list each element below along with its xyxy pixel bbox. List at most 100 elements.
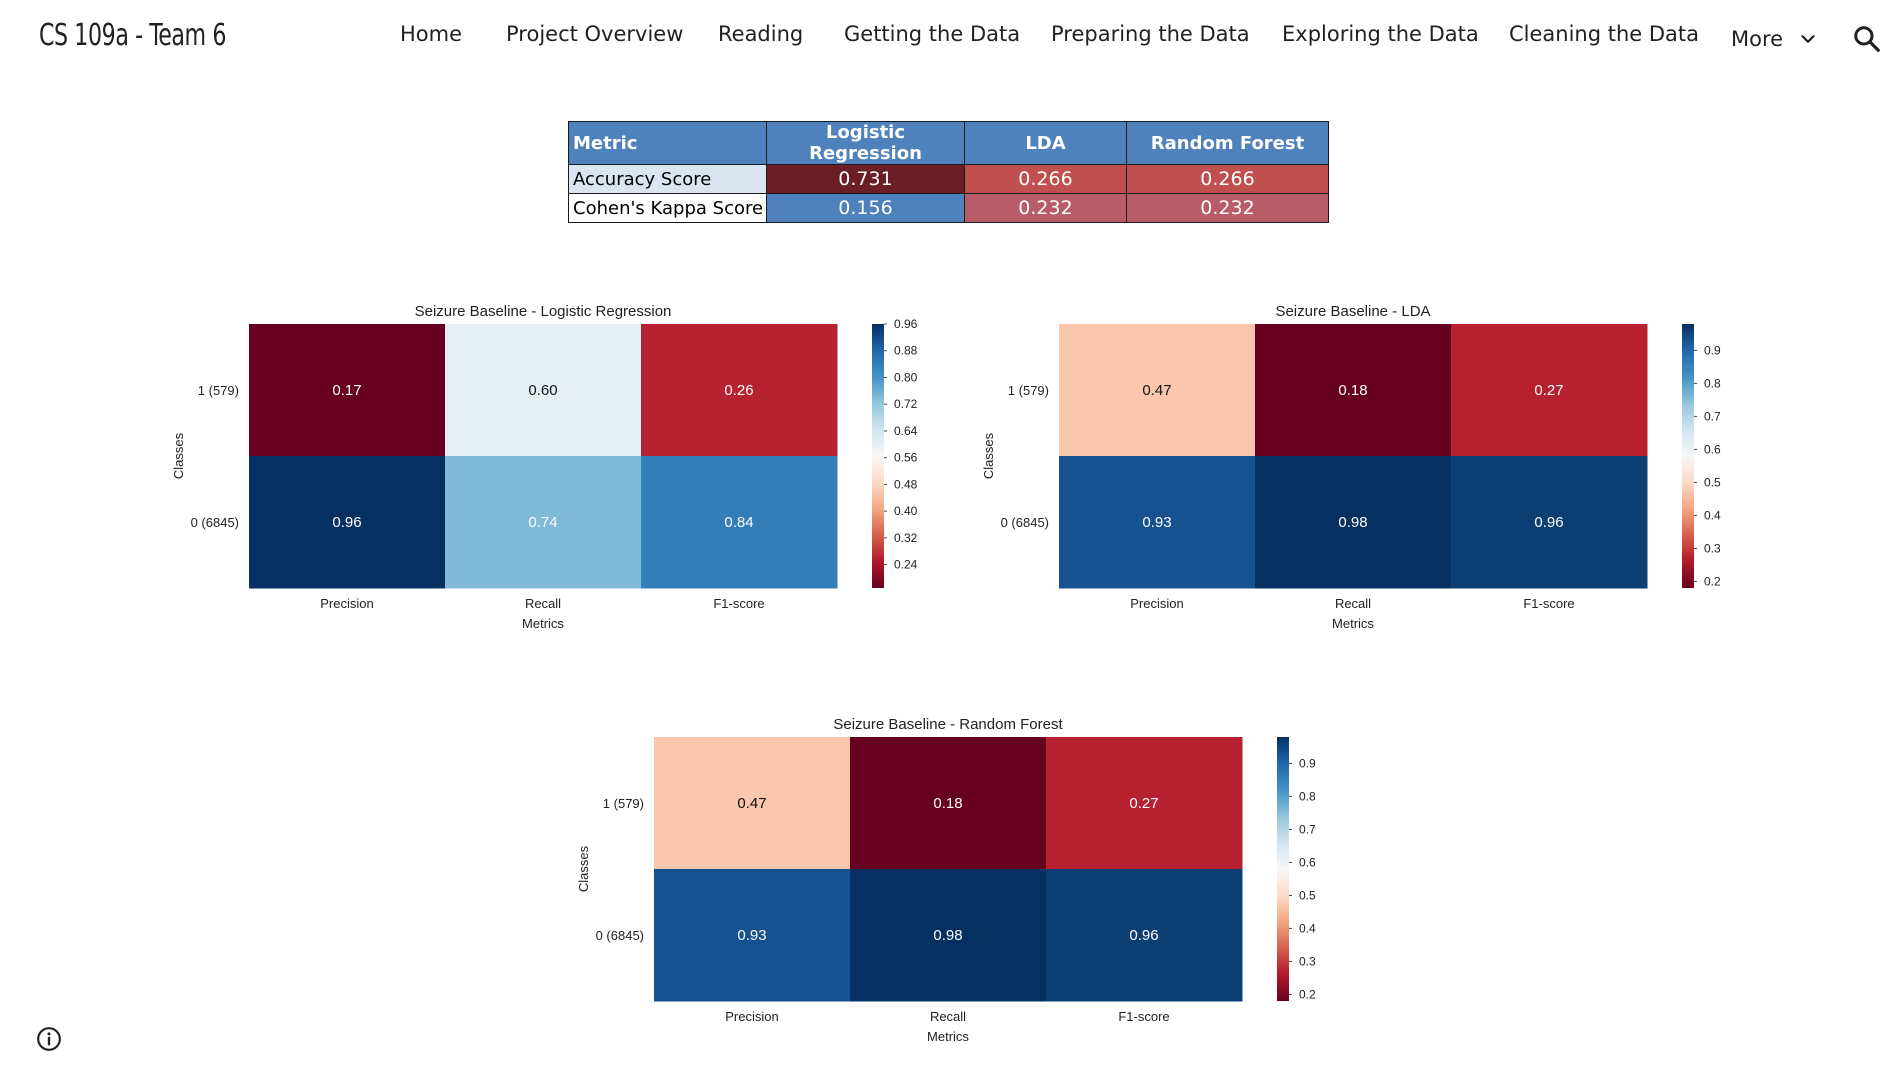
lda-cell-value-label: 0.93	[1142, 514, 1171, 531]
heatmap-random-forest: Seizure Baseline - Random Forest 0.47 0.18…	[576, 716, 1316, 1043]
logreg-heatmap-cell	[445, 324, 642, 457]
logreg-x-axis-label: Metrics	[522, 616, 564, 630]
table-cell: 0.232	[1126, 193, 1329, 223]
logreg-x-tick-label: F1-score	[713, 596, 764, 611]
lda-y-tick-label: 1 (579)	[1008, 383, 1049, 398]
lda-x-tick-label: F1-score	[1523, 596, 1574, 611]
table-header-cell: Logistic Regression	[766, 121, 965, 165]
lda-heatmap-cell	[1059, 456, 1256, 589]
chevron-down-icon	[1801, 35, 1815, 43]
logreg-cell-value-label: 0.96	[332, 514, 361, 531]
rf-cell-value-label: 0.96	[1129, 927, 1158, 944]
lda-colorbar-tick-label: 0.3	[1704, 541, 1721, 555]
logreg-x-tick-label: Recall	[525, 596, 561, 611]
lda-colorbar-tick-label: 0.9	[1704, 343, 1721, 357]
lda-colorbar	[1682, 324, 1694, 588]
lda-colorbar-tick-label: 0.7	[1704, 409, 1721, 423]
logreg-colorbar-tick-label: 0.64	[894, 424, 918, 438]
logreg-colorbar-tick-label: 0.24	[894, 558, 918, 572]
info-icon[interactable]	[36, 1026, 62, 1052]
lda-chart-title: Seizure Baseline - LDA	[1275, 303, 1430, 320]
rf-x-tick-label: F1-score	[1118, 1009, 1169, 1024]
table-cell: 0.731	[766, 164, 965, 194]
logreg-heatmap-cell	[249, 456, 446, 589]
logreg-colorbar	[872, 324, 884, 588]
rf-chart-title: Seizure Baseline - Random Forest	[833, 716, 1063, 733]
nav-more-menu[interactable]: More	[1731, 22, 1819, 56]
logreg-y-tick-label: 1 (579)	[198, 383, 239, 398]
lda-cell-value-label: 0.27	[1534, 382, 1563, 399]
logreg-colorbar-tick-label: 0.32	[894, 531, 918, 545]
lda-colorbar-tick-label: 0.6	[1704, 442, 1721, 456]
heatmap-logistic-regression: Seizure Baseline - Logistic Regression 0.…	[171, 303, 918, 630]
table-row-label: Accuracy Score	[568, 164, 767, 194]
logreg-colorbar-tick-label: 0.80	[894, 370, 918, 384]
rf-heatmap-cell	[1046, 869, 1243, 1002]
lda-colorbar-tick-label: 0.2	[1704, 574, 1721, 588]
search-icon[interactable]	[1852, 24, 1882, 54]
nav-item-getting-the-data[interactable]: Getting the Data	[844, 22, 1021, 46]
rf-x-tick-label: Recall	[930, 1009, 966, 1024]
lda-x-axis-label: Metrics	[1332, 616, 1374, 630]
rf-colorbar-tick-label: 0.2	[1299, 987, 1316, 1001]
rf-x-axis-label: Metrics	[927, 1029, 969, 1043]
logreg-colorbar-tick-label: 0.40	[894, 504, 918, 518]
logreg-cell-value-label: 0.84	[724, 514, 753, 531]
heatmap-lda: Seizure Baseline - LDA 0.47 0.18 0.27 0.93 0.…	[981, 303, 1721, 630]
lda-cell-value-label: 0.47	[1142, 382, 1171, 399]
lda-x-tick-label: Precision	[1130, 596, 1183, 611]
rf-y-tick-label: 0 (6845)	[596, 928, 644, 943]
rf-heatmap-cell	[850, 737, 1047, 870]
site-title[interactable]: CS 109a - Team 6	[39, 18, 226, 53]
table-row-label: Cohen's Kappa Score	[568, 193, 767, 223]
nav-item-preparing-the-data[interactable]: Preparing the Data	[1051, 22, 1250, 46]
rf-colorbar-tick-label: 0.3	[1299, 954, 1316, 968]
table-row: Cohen's Kappa Score 0.156 0.232 0.232	[568, 193, 1329, 223]
logreg-colorbar-tick-label: 0.96	[894, 317, 918, 331]
table-row: Accuracy Score 0.731 0.266 0.266	[568, 164, 1329, 194]
lda-heatmap-cell	[1255, 324, 1452, 457]
lda-y-tick-label: 0 (6845)	[1001, 515, 1049, 530]
lda-heatmap-cell	[1451, 324, 1648, 457]
rf-heatmap-cell	[654, 737, 851, 870]
rf-x-tick-label: Precision	[725, 1009, 778, 1024]
rf-heatmap-cell	[850, 869, 1047, 1002]
rf-cell-value-label: 0.27	[1129, 795, 1158, 812]
rf-colorbar-tick-label: 0.8	[1299, 789, 1316, 803]
lda-colorbar-tick-label: 0.5	[1704, 475, 1721, 489]
lda-cell-value-label: 0.18	[1338, 382, 1367, 399]
nav-item-cleaning-the-data[interactable]: Cleaning the Data	[1509, 22, 1700, 46]
nav-item-exploring-the-data[interactable]: Exploring the Data	[1282, 22, 1479, 46]
rf-y-tick-label: 1 (579)	[603, 796, 644, 811]
nav-item-home[interactable]: Home	[400, 22, 463, 46]
lda-x-tick-label: Recall	[1335, 596, 1371, 611]
rf-cell-value-label: 0.93	[737, 927, 766, 944]
rf-colorbar	[1277, 737, 1289, 1001]
nav-item-reading[interactable]: Reading	[718, 22, 804, 46]
logreg-colorbar-tick-label: 0.88	[894, 344, 918, 358]
rf-colorbar-tick-label: 0.6	[1299, 855, 1316, 869]
metrics-table: Metric Logistic Regression LDA Random Fo…	[568, 121, 1329, 223]
logreg-heatmap-cell	[641, 456, 838, 589]
lda-heatmap-cell	[1255, 456, 1452, 589]
rf-cell-value-label: 0.18	[933, 795, 962, 812]
logreg-cell-value-label: 0.74	[528, 514, 557, 531]
nav-item-project-overview[interactable]: Project Overview	[506, 22, 684, 46]
logreg-heatmap-cell	[445, 456, 642, 589]
logreg-colorbar-tick-label: 0.72	[894, 397, 918, 411]
lda-cell-value-label: 0.98	[1338, 514, 1367, 531]
table-header-cell: Metric	[568, 121, 767, 165]
logreg-y-axis-label: Classes	[171, 432, 186, 479]
logreg-colorbar-tick-label: 0.56	[894, 451, 918, 465]
rf-colorbar-tick-label: 0.5	[1299, 888, 1316, 902]
logreg-y-tick-label: 0 (6845)	[191, 515, 239, 530]
lda-heatmap-cell	[1059, 324, 1256, 457]
rf-heatmap-cell	[1046, 737, 1243, 870]
logreg-colorbar-tick-label: 0.48	[894, 477, 918, 491]
logreg-cell-value-label: 0.26	[724, 382, 753, 399]
rf-colorbar-tick-label: 0.9	[1299, 756, 1316, 770]
table-header-cell: Random Forest	[1126, 121, 1329, 165]
table-cell: 0.232	[964, 193, 1127, 223]
lda-cell-value-label: 0.96	[1534, 514, 1563, 531]
table-cell: 0.156	[766, 193, 965, 223]
